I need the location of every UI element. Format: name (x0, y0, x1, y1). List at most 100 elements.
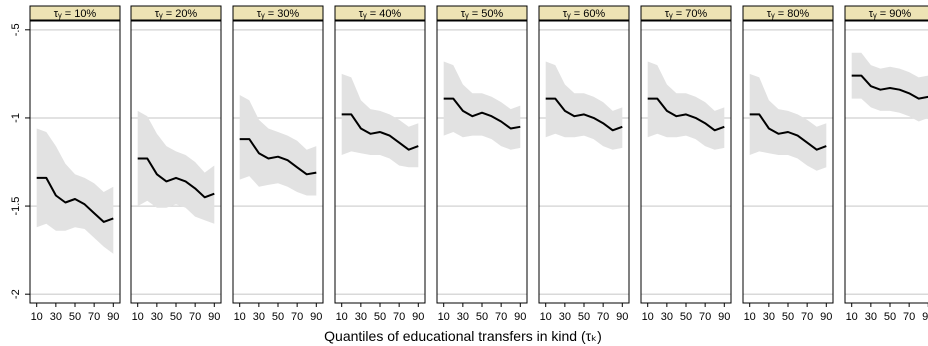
x-tick-label: 70 (801, 311, 813, 323)
x-tick-label: 70 (699, 311, 711, 323)
x-tick-label: 70 (393, 311, 405, 323)
x-tick-label: 30 (661, 311, 673, 323)
plot-area (641, 21, 731, 303)
facet-panel: τᵧ = 10% 10 30 50 70 90 (29, 5, 121, 323)
x-tick-label: 50 (476, 311, 488, 323)
facet-panel: τᵧ = 40% 10 30 50 70 90 (334, 5, 426, 323)
y-tick-label: -2 (10, 289, 22, 299)
estimate-line (749, 113, 827, 151)
x-tick-label: 10 (744, 311, 756, 323)
estimate-line (36, 176, 114, 223)
facet-strip (130, 5, 222, 21)
x-tick-label: 50 (170, 311, 182, 323)
x-tick-label: 10 (846, 311, 858, 323)
x-tick-label: 10 (234, 311, 246, 323)
estimate-line (137, 157, 215, 199)
facet-title: τᵧ = 50% (461, 8, 504, 20)
estimate-line (239, 138, 317, 176)
x-tick-label: 10 (540, 311, 552, 323)
confidence-band (443, 61, 521, 150)
facet-panel: τᵧ = 20% 10 30 50 70 90 (130, 5, 222, 323)
facet-panel: τᵧ = 50% 10 30 50 70 90 (436, 5, 528, 323)
x-tick-label: 10 (132, 311, 144, 323)
facet-strip (436, 5, 528, 21)
x-tick-label: 70 (495, 311, 507, 323)
facet-title: τᵧ = 70% (665, 8, 708, 20)
facet-strip (742, 5, 834, 21)
x-tick-label: 70 (903, 311, 915, 323)
facet-panel: τᵧ = 80% 10 30 50 70 90 (742, 5, 834, 323)
facet-strip (640, 5, 732, 21)
y-tick-label: -1.5 (10, 197, 22, 216)
facet-panel: τᵧ = 70% 10 30 50 70 90 (640, 5, 732, 323)
x-tick-label: 30 (253, 311, 265, 323)
confidence-band (341, 73, 419, 168)
facet-title: τᵧ = 30% (257, 8, 300, 20)
plot-area (437, 21, 527, 303)
x-tick-label: 90 (820, 311, 832, 323)
facet-title: τᵧ = 20% (155, 8, 198, 20)
x-tick-label: 70 (597, 311, 609, 323)
facet-strip (29, 5, 121, 21)
confidence-band (545, 61, 623, 150)
x-tick-label: 50 (374, 311, 386, 323)
facet-panel: τᵧ = 60% 10 30 50 70 90 (538, 5, 630, 323)
x-tick-label: 30 (457, 311, 469, 323)
x-tick-label: 30 (763, 311, 775, 323)
x-tick-label: 50 (69, 311, 81, 323)
y-axis: -.5 -1 -1.5 -2 (10, 23, 30, 299)
facet-strip (538, 5, 630, 21)
x-tick-label: 90 (922, 311, 928, 323)
x-tick-label: 50 (782, 311, 794, 323)
facet-title: τᵧ = 40% (359, 8, 402, 20)
estimate-line (443, 97, 521, 130)
x-tick-label: 10 (642, 311, 654, 323)
estimate-line (341, 113, 419, 151)
confidence-band (36, 128, 114, 254)
x-tick-label: 50 (578, 311, 590, 323)
facet-panel: τᵧ = 30% 10 30 50 70 90 (232, 5, 324, 323)
x-tick-label: 50 (884, 311, 896, 323)
facet-strip (232, 5, 324, 21)
y-tick-label: -.5 (10, 23, 22, 36)
x-tick-label: 30 (559, 311, 571, 323)
x-tick-label: 10 (31, 311, 43, 323)
x-tick-label: 10 (438, 311, 450, 323)
facet-title: τᵧ = 80% (767, 8, 810, 20)
x-tick-label: 90 (718, 311, 730, 323)
x-tick-label: 70 (189, 311, 201, 323)
x-tick-label: 90 (412, 311, 424, 323)
x-tick-label: 50 (680, 311, 692, 323)
facet-panel: τᵧ = 90% 10 30 50 70 90 (844, 5, 928, 323)
x-axis-title: Quantiles of educational transfers in ki… (324, 328, 602, 344)
facet-strip (334, 5, 426, 21)
x-tick-label: 90 (107, 311, 119, 323)
facet-title: τᵧ = 10% (54, 8, 97, 20)
y-tick-label: -1 (10, 113, 22, 123)
confidence-band (239, 95, 317, 196)
x-tick-label: 30 (865, 311, 877, 323)
confidence-band (749, 73, 827, 171)
x-tick-label: 30 (151, 311, 163, 323)
confidence-band (647, 61, 725, 150)
x-tick-label: 30 (50, 311, 62, 323)
facet-title: τᵧ = 60% (563, 8, 606, 20)
estimate-line (545, 97, 623, 132)
facet-strip (844, 5, 928, 21)
estimate-line (851, 74, 928, 100)
x-tick-label: 30 (355, 311, 367, 323)
x-tick-label: 90 (208, 311, 220, 323)
x-tick-label: 70 (88, 311, 100, 323)
facet-title: τᵧ = 90% (869, 8, 912, 20)
estimate-line (647, 97, 725, 132)
x-tick-label: 70 (291, 311, 303, 323)
x-tick-label: 50 (272, 311, 284, 323)
x-tick-label: 90 (310, 311, 322, 323)
x-tick-label: 10 (336, 311, 348, 323)
plot-area (539, 21, 629, 303)
confidence-band (137, 110, 215, 224)
x-tick-label: 90 (514, 311, 526, 323)
x-tick-label: 90 (616, 311, 628, 323)
